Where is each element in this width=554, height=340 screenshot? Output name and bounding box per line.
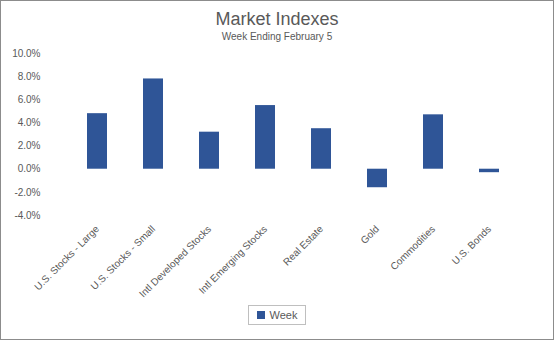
svg-text:Real Estate: Real Estate: [281, 223, 326, 268]
svg-text:Commodities: Commodities: [388, 223, 437, 272]
svg-text:10.0%: 10.0%: [12, 48, 40, 59]
svg-text:Intl Developed Stocks: Intl Developed Stocks: [137, 223, 214, 300]
svg-text:U.S. Stocks - Large: U.S. Stocks - Large: [32, 223, 102, 293]
html-text:Week Ending February 5: Week Ending February 5: [221, 31, 333, 42]
svg-text:6.0%: 6.0%: [18, 94, 41, 105]
svg-text:0.0%: 0.0%: [18, 163, 41, 174]
svg-text:Intl Emerging Stocks: Intl Emerging Stocks: [197, 223, 270, 296]
html-text:Week: Week: [269, 309, 298, 321]
svg-text:-2.0%: -2.0%: [14, 187, 40, 198]
svg-text:2.0%: 2.0%: [18, 140, 41, 151]
svg-text:-4.0%: -4.0%: [14, 210, 40, 221]
svg-text:U.S. Stocks - Small: U.S. Stocks - Small: [88, 223, 158, 292]
svg-text:4.0%: 4.0%: [18, 117, 41, 128]
svg-text:Gold: Gold: [358, 223, 381, 246]
html-text:Market Indexes: Market Indexes: [215, 9, 339, 29]
svg-text:8.0%: 8.0%: [18, 71, 41, 82]
svg-text:U.S. Bonds: U.S. Bonds: [450, 223, 494, 267]
